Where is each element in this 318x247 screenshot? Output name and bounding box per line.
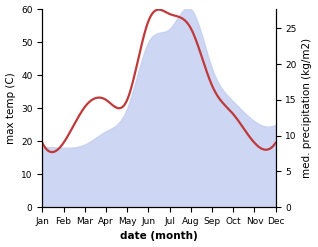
Y-axis label: max temp (C): max temp (C)	[5, 72, 16, 144]
Y-axis label: med. precipitation (kg/m2): med. precipitation (kg/m2)	[302, 38, 313, 178]
X-axis label: date (month): date (month)	[120, 231, 198, 242]
